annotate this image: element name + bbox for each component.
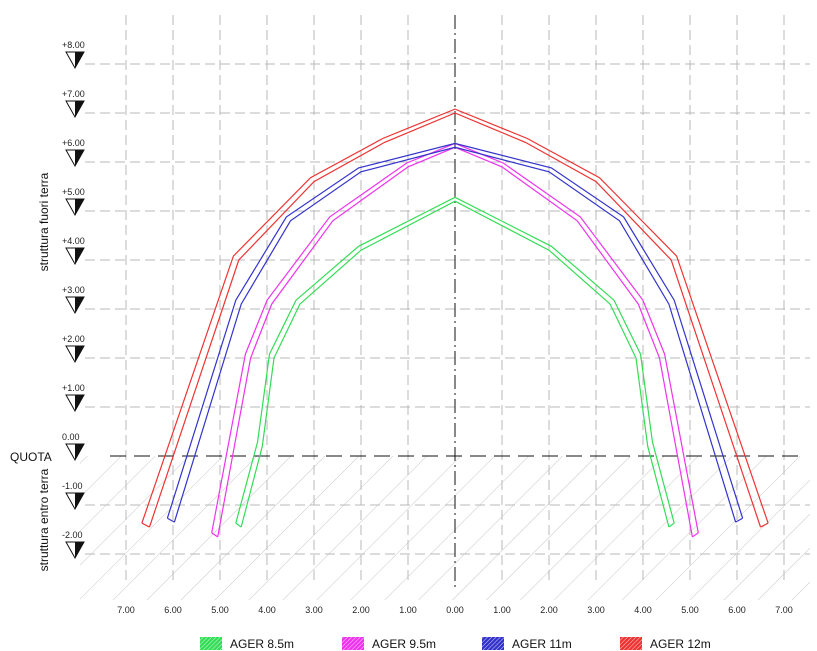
legend-swatch-hatch [200,637,222,650]
x-tick-label: 1.00 [399,605,417,615]
x-tick-label: 0.00 [446,605,464,615]
series-foot [141,522,150,528]
level-label: +2.00 [62,334,85,344]
x-tick-label: 2.00 [540,605,558,615]
series-line-outer [166,142,744,519]
series-foot [760,522,769,528]
level-label: +6.00 [62,138,85,148]
x-tick-label: 6.00 [728,605,746,615]
x-tick-label: 4.00 [258,605,276,615]
legend-label: AGER 11m [512,637,572,651]
level-label: +5.00 [62,187,85,197]
level-marker-fill [75,346,84,362]
x-tick-label: 5.00 [681,605,699,615]
legend-label: AGER 8.5m [230,637,294,651]
x-tick-label: 3.00 [305,605,323,615]
series-line-outer [141,108,769,524]
x-tick-label: 2.00 [352,605,370,615]
level-marker-fill [75,199,84,215]
x-axis: 7.00 6.00 5.00 4.00 3.00 2.00 1.00 0.00 1.00 2.00… [117,605,793,615]
level-label: +8.00 [62,40,85,50]
level-label: +3.00 [62,285,85,295]
legend-label: AGER 12m [650,637,711,651]
series-foot [735,517,743,523]
grid [85,15,810,588]
series-foot [211,532,218,538]
x-tick-label: 3.00 [587,605,605,615]
legend: AGER 8.5m AGER 9.5m AGER 11m AGER 12m [200,637,711,651]
below-ground-label: struttura entro terra [37,468,51,571]
series-line-inner [240,200,670,528]
underground-zone [80,456,810,600]
level-marker-fill [75,493,84,509]
x-tick-label: 5.00 [211,605,229,615]
quota-label: QUOTA [10,450,52,464]
series-foot [668,522,675,528]
x-tick-label: 6.00 [164,605,182,615]
x-tick-label: 1.00 [493,605,511,615]
x-tick-label: 4.00 [634,605,652,615]
legend-swatch-hatch [482,637,504,650]
level-marker-fill [75,297,84,313]
level-marker-fill [75,150,84,166]
level-marker-fill [75,444,84,460]
level-label: 0.00 [62,432,80,442]
series-group [141,108,769,538]
level-label: -2.00 [62,530,83,540]
above-ground-label: struttura fuori terra [37,172,51,271]
level-markers: +8.00 +7.00 +6.00 +5.00 +4.00 +3.00 +2.00 +1.00… [62,40,85,560]
level-marker-fill [75,395,84,411]
series-foot [235,522,242,528]
series-line-inner [148,112,762,528]
level-marker-fill [75,248,84,264]
series-foot [167,517,175,523]
legend-label: AGER 9.5m [372,637,436,651]
series-line-inner [173,146,737,523]
level-label: +4.00 [62,236,85,246]
x-tick-label: 7.00 [117,605,135,615]
level-label: +7.00 [62,89,85,99]
level-label: -1.00 [62,481,83,491]
level-marker-fill [75,52,84,68]
series-line-outer [235,196,675,524]
series-foot [692,532,699,538]
level-marker-fill [75,542,84,558]
level-marker-fill [75,101,84,117]
x-tick-label: 7.00 [775,605,793,615]
level-label: +1.00 [62,383,85,393]
legend-swatch-hatch [342,637,364,650]
legend-swatch-hatch [620,637,642,650]
